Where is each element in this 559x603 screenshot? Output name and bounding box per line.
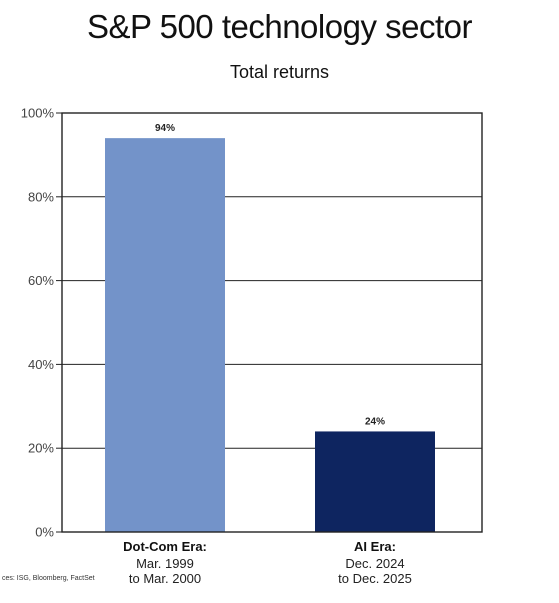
plot-frame	[61, 112, 483, 533]
category-label: AI Era:	[354, 539, 396, 554]
category-date-range: Dec. 2024	[345, 556, 404, 571]
source-note: ces: ISG, Bloomberg, FactSet	[2, 575, 95, 582]
bar-value-label: 94%	[155, 123, 175, 134]
y-tick-label: 80%	[28, 189, 54, 204]
y-tick-label: 0%	[35, 525, 54, 540]
chart-subtitle: Total returns	[229, 62, 330, 82]
y-tick-label: 40%	[28, 357, 54, 372]
y-tick-label: 60%	[28, 273, 54, 288]
category-date-range: Mar. 1999	[136, 556, 194, 571]
data-labels: 94% 24%	[155, 123, 385, 427]
bar	[105, 138, 225, 532]
category-date-range: to Dec. 2025	[338, 571, 412, 586]
y-tick-label: 20%	[28, 441, 54, 456]
y-tick-label: 100%	[21, 106, 55, 121]
chart-title: S&P 500 technology sector	[87, 8, 472, 45]
bar	[315, 431, 435, 532]
bars	[105, 138, 435, 532]
category-date-range: to Mar. 2000	[129, 571, 201, 586]
category-label: Dot-Com Era:	[123, 539, 207, 554]
bar-value-label: 24%	[365, 416, 385, 427]
y-axis-ticks: 0% 20% 40% 60% 80% 100%	[21, 106, 62, 540]
